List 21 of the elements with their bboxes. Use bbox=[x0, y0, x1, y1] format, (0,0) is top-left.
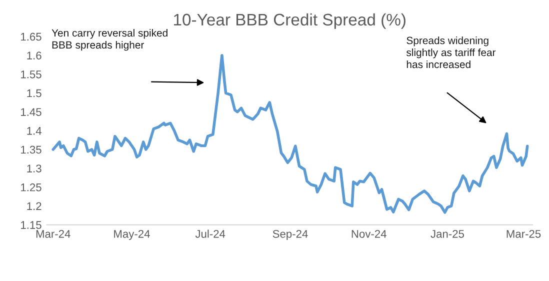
annotation: Spreads widening slightly as tariff fear has increased bbox=[406, 36, 496, 68]
x-tick-label: Jul-24 bbox=[195, 230, 226, 238]
y-tick-label: 1.65 bbox=[21, 32, 42, 41]
y-tick-label: 1.35 bbox=[21, 146, 42, 154]
annotation: Yen carry reversal spiked BBB spreads higher bbox=[52, 29, 168, 51]
y-tick-label: 1.25 bbox=[21, 183, 42, 192]
y-tick-label: 1.6 bbox=[27, 52, 42, 60]
x-tick-label: Nov-24 bbox=[352, 230, 386, 238]
y-tick-label: 1.2 bbox=[27, 202, 42, 210]
x-tick-label: May-24 bbox=[114, 230, 150, 240]
x-tick-label: Jan-25 bbox=[430, 230, 464, 238]
x-tick-label: Mar-24 bbox=[36, 230, 70, 238]
chart-title: 10-Year BBB Credit Spread (%) bbox=[174, 13, 406, 29]
x-tick-label: Sep-24 bbox=[272, 230, 308, 240]
y-tick-label: 1.3 bbox=[27, 164, 42, 172]
y-tick-label: 1.55 bbox=[21, 70, 42, 78]
x-tick-label: Mar-25 bbox=[506, 230, 541, 238]
y-tick-label: 1.15 bbox=[21, 221, 42, 229]
y-tick-label: 1.4 bbox=[27, 127, 42, 135]
y-tick-label: 1.5 bbox=[27, 89, 42, 98]
y-tick-label: 1.45 bbox=[21, 108, 42, 116]
